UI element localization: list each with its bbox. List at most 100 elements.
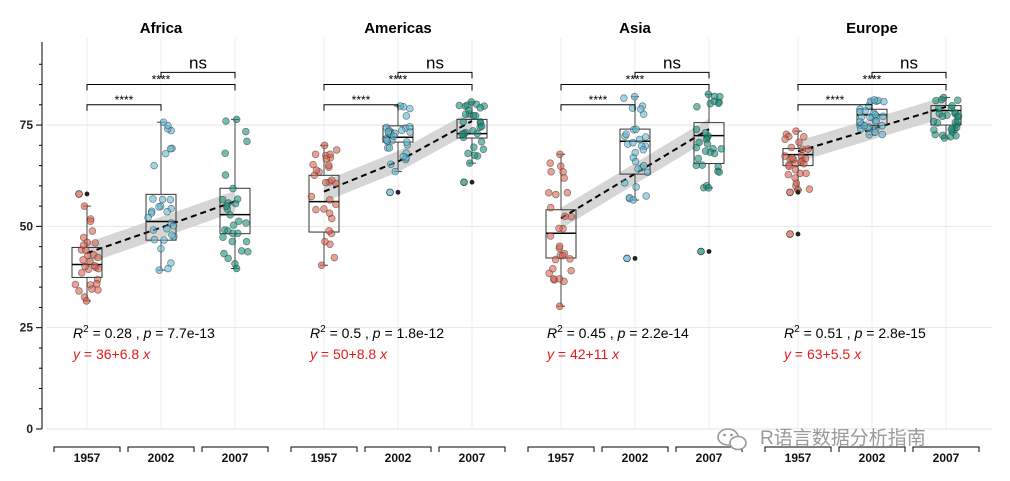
data-point bbox=[545, 269, 553, 278]
bracket-line bbox=[397, 71, 473, 79]
x-axis-bracket bbox=[364, 446, 432, 452]
significance-label: **** bbox=[389, 73, 408, 87]
data-point bbox=[384, 127, 393, 136]
bracket-line bbox=[323, 84, 473, 91]
data-point bbox=[402, 138, 411, 146]
data-point bbox=[144, 213, 152, 222]
significance-label: **** bbox=[152, 73, 171, 87]
data-point bbox=[954, 117, 962, 125]
data-point bbox=[244, 248, 252, 256]
data-point bbox=[93, 280, 101, 288]
x-axis-segment: 1957 bbox=[53, 446, 121, 465]
data-point bbox=[555, 275, 564, 283]
data-point bbox=[320, 141, 329, 150]
data-point bbox=[385, 144, 394, 152]
boxplot-2002 bbox=[619, 92, 652, 263]
data-point bbox=[158, 195, 167, 204]
data-point bbox=[219, 233, 227, 241]
data-point bbox=[629, 196, 638, 204]
data-point bbox=[406, 128, 414, 136]
data-point bbox=[694, 154, 703, 163]
data-point bbox=[461, 110, 470, 118]
data-point bbox=[631, 148, 639, 157]
significance-label: **** bbox=[352, 93, 371, 107]
x-tick-label: 2007 bbox=[696, 451, 723, 465]
data-point bbox=[150, 235, 159, 244]
data-point bbox=[551, 255, 560, 264]
data-point bbox=[939, 93, 948, 102]
bracket-line bbox=[160, 71, 236, 79]
data-point bbox=[86, 217, 95, 225]
data-point bbox=[157, 244, 165, 253]
data-point bbox=[692, 143, 701, 152]
data-point bbox=[86, 257, 94, 266]
x-axis-segment: 2007 bbox=[912, 446, 980, 465]
boxplot-1957 bbox=[307, 141, 341, 270]
data-point bbox=[81, 262, 89, 271]
data-point bbox=[560, 174, 568, 182]
data-point bbox=[242, 237, 251, 246]
x-axis-segment: 2007 bbox=[438, 446, 506, 465]
x-axis-segment: 2002 bbox=[838, 446, 906, 465]
significance-bracket: ns bbox=[160, 53, 236, 79]
x-axis-bracket bbox=[438, 446, 506, 452]
data-point bbox=[469, 112, 478, 120]
data-point bbox=[716, 92, 724, 101]
data-point bbox=[631, 157, 640, 166]
boxplot-1957 bbox=[781, 127, 814, 238]
bracket-line bbox=[797, 104, 873, 111]
regression-equation: y = 50+8.8 x bbox=[309, 346, 388, 362]
data-point bbox=[396, 102, 404, 110]
significance-bracket: **** bbox=[797, 93, 873, 111]
facet-panel-americas: Americas **** **** ns R2 = 0.5 , p = 1.8e-12… bbox=[290, 20, 506, 465]
r2-p-annotation: R2 = 0.51 , p = 2.8e-15 bbox=[784, 324, 926, 341]
x-axis-bracket bbox=[527, 446, 595, 452]
data-point bbox=[71, 280, 80, 289]
data-point bbox=[476, 104, 484, 112]
significance-bracket: **** bbox=[323, 73, 473, 91]
x-axis-bracket bbox=[764, 446, 832, 452]
data-point bbox=[870, 96, 879, 104]
boxplot-2007 bbox=[692, 90, 726, 256]
data-point bbox=[243, 137, 251, 146]
data-point bbox=[473, 129, 482, 138]
data-point bbox=[466, 159, 474, 167]
x-axis-segment: 1957 bbox=[527, 446, 595, 465]
data-point bbox=[168, 231, 176, 239]
outlier-point bbox=[469, 179, 475, 185]
significance-label: **** bbox=[626, 73, 645, 87]
data-point bbox=[692, 125, 701, 134]
facet-title: Asia bbox=[619, 20, 651, 37]
data-point bbox=[228, 237, 237, 246]
x-tick-label: 2007 bbox=[459, 451, 486, 465]
trend-line bbox=[86, 200, 236, 255]
data-point bbox=[701, 147, 710, 155]
data-point bbox=[798, 145, 807, 153]
data-point bbox=[222, 117, 230, 125]
data-point bbox=[934, 104, 943, 113]
data-point bbox=[160, 236, 168, 244]
r2-p-annotation: R2 = 0.5 , p = 1.8e-12 bbox=[310, 324, 444, 341]
boxplot-2002 bbox=[382, 102, 414, 197]
data-point bbox=[479, 145, 488, 154]
data-point bbox=[861, 106, 870, 115]
data-point bbox=[399, 152, 407, 161]
data-point bbox=[149, 195, 157, 203]
x-tick-label: 1957 bbox=[785, 451, 812, 465]
data-point bbox=[559, 251, 567, 260]
data-point bbox=[163, 207, 171, 216]
y-tick-label: 25 bbox=[20, 321, 34, 335]
data-point bbox=[79, 256, 87, 264]
data-point bbox=[159, 118, 168, 126]
data-point bbox=[220, 249, 228, 258]
data-point bbox=[559, 168, 567, 176]
x-axis-segment: 1957 bbox=[764, 446, 832, 465]
data-point bbox=[805, 185, 814, 193]
data-point bbox=[693, 102, 701, 111]
bracket-line bbox=[86, 104, 162, 111]
data-point bbox=[166, 144, 175, 153]
data-point bbox=[328, 176, 336, 184]
data-point bbox=[878, 130, 887, 139]
data-point bbox=[643, 168, 652, 177]
data-point bbox=[224, 254, 232, 263]
